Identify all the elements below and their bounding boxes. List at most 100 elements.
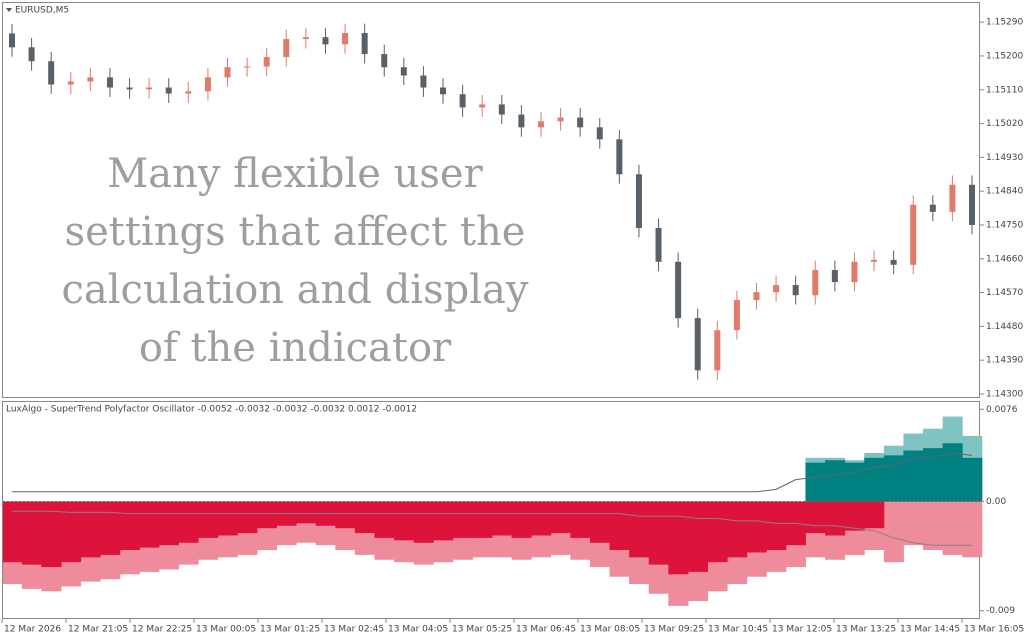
histogram-bar — [589, 501, 611, 543]
histogram-bar — [511, 501, 532, 538]
overlay-text: settings that affect the — [65, 209, 526, 255]
symbol-label: EURUSD,M5 — [15, 6, 69, 16]
x-tick-label: 13 Mar 05:25 — [452, 625, 512, 635]
candle-body — [165, 87, 172, 94]
x-tick-label: 13 Mar 10:45 — [708, 625, 768, 635]
candle-body — [675, 261, 682, 319]
x-tick-label: 12 Mar 22:25 — [132, 625, 192, 635]
histogram-bar — [942, 443, 963, 502]
y-tick-label: 1.14570 — [986, 288, 1023, 298]
x-tick-label: 13 Mar 09:25 — [644, 625, 704, 635]
histogram-bar — [805, 501, 826, 534]
candle-body — [910, 204, 917, 265]
y-tick-label: 1.14750 — [986, 220, 1023, 230]
candle-body — [616, 139, 623, 175]
histogram-bar — [21, 501, 42, 565]
histogram-bar — [433, 501, 454, 541]
candle-body — [263, 57, 270, 67]
candle-body — [420, 75, 427, 88]
histogram-bar — [923, 501, 944, 551]
y-tick-label: 1.14480 — [986, 322, 1023, 332]
menu-arrow[interactable] — [6, 8, 12, 12]
histogram-bar — [570, 501, 591, 538]
histogram-bar — [472, 501, 493, 538]
y-tick-label: 1.14660 — [986, 254, 1023, 264]
x-tick-label: 13 Mar 12:05 — [772, 625, 832, 635]
candle-body — [302, 37, 309, 40]
candle-body — [655, 227, 662, 262]
candle-body — [106, 77, 113, 88]
candle-body — [440, 87, 447, 95]
candle-body — [694, 318, 701, 371]
overlay-text: Many flexible user — [107, 151, 483, 197]
histogram-bar — [766, 501, 787, 551]
y-tick-label: 1.15110 — [986, 85, 1023, 95]
x-tick-label: 13 Mar 00:05 — [196, 625, 256, 635]
histogram-bar — [178, 501, 199, 543]
x-tick-label: 13 Mar 08:05 — [580, 625, 640, 635]
candle-body — [773, 285, 780, 293]
candle-body — [969, 184, 975, 225]
histogram-bar — [805, 462, 826, 502]
x-tick-label: 13 Mar 14:45 — [900, 625, 960, 635]
histogram-bar — [374, 501, 395, 538]
candle-body — [635, 174, 642, 228]
histogram-bar — [60, 501, 82, 563]
histogram-bar — [256, 501, 277, 529]
candle-body — [87, 77, 94, 82]
candle-body — [9, 33, 15, 48]
histogram-bar — [158, 501, 180, 546]
histogram-bar — [864, 501, 885, 529]
candle-body — [204, 77, 211, 92]
candle-body — [851, 261, 858, 283]
candle-body — [283, 39, 290, 58]
candle-body — [244, 66, 251, 68]
histogram-bar — [864, 457, 885, 502]
candle-body — [577, 117, 584, 128]
candle-body — [929, 204, 936, 212]
x-tick-label: 13 Mar 13:25 — [836, 625, 896, 635]
x-tick-label: 12 Mar 21:05 — [68, 625, 128, 635]
x-tick-label: 12 Mar 2026 — [4, 625, 61, 635]
oscillator-line — [12, 510, 972, 546]
candle-body — [28, 47, 35, 62]
histogram-bar — [452, 501, 473, 538]
y-tick-label: 1.15200 — [986, 51, 1023, 61]
x-tick-label: 13 Mar 02:45 — [324, 625, 384, 635]
histogram-bar — [119, 501, 140, 551]
histogram-bar — [746, 501, 767, 553]
candle-body — [949, 184, 956, 212]
candle-body — [381, 54, 388, 68]
histogram-bar — [903, 450, 924, 502]
histogram-bar — [217, 501, 238, 536]
histogram-bar — [354, 501, 375, 534]
histogram-bar — [707, 501, 728, 563]
candle-body — [342, 33, 349, 45]
y-tick-label: 0.00 — [986, 497, 1006, 507]
histogram-bar — [198, 501, 219, 538]
candle-body — [518, 114, 525, 128]
x-tick-label: 13 Mar 06:45 — [516, 625, 576, 635]
histogram-bar — [394, 501, 415, 541]
y-tick-label: 1.14840 — [986, 187, 1023, 197]
histogram-bar — [3, 501, 24, 563]
histogram-bar — [335, 501, 356, 529]
histogram-bar — [844, 501, 865, 531]
histogram-bar — [668, 501, 689, 575]
x-tick-label: 13 Mar 04:05 — [388, 625, 448, 635]
candle-body — [753, 292, 760, 301]
candle-body — [557, 117, 564, 122]
candle-body — [361, 33, 368, 55]
candle-body — [812, 270, 819, 296]
candle-body — [714, 330, 721, 371]
x-tick-label: 13 Mar 01:25 — [260, 625, 320, 635]
histogram-bar — [550, 501, 571, 534]
candle-body — [67, 81, 74, 85]
histogram-bar — [687, 501, 709, 572]
histogram-bar — [962, 457, 983, 502]
x-tick-label: 13 Mar 16:05 — [964, 625, 1024, 635]
candle-body — [792, 285, 799, 296]
candle-body — [126, 87, 133, 90]
histogram-bar — [296, 501, 317, 524]
histogram-bar — [903, 501, 924, 546]
